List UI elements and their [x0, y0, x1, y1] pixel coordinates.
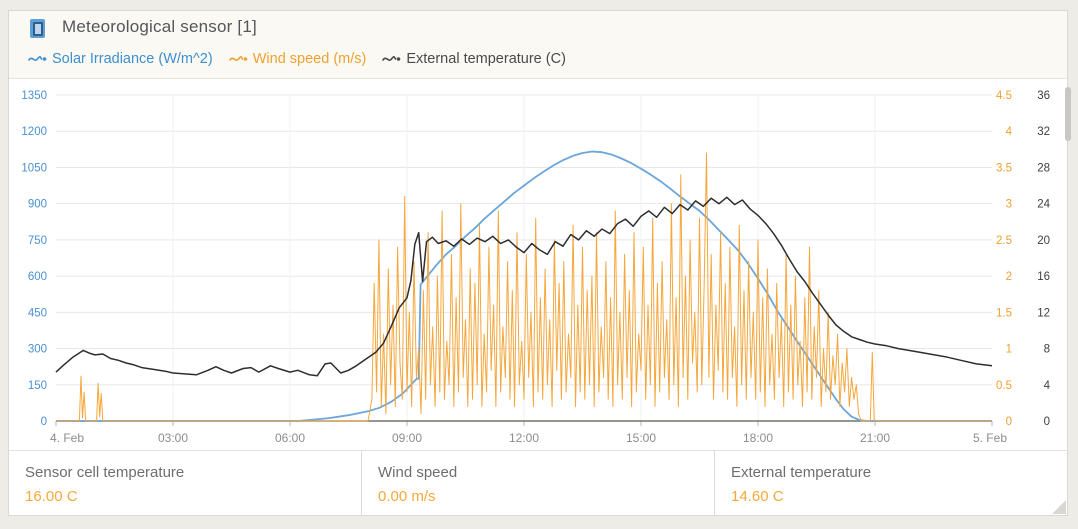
- widget-title: Meteorological sensor [1]: [62, 17, 257, 36]
- temperature-axis-label: 4: [1044, 380, 1051, 392]
- meteorological-sensor-icon: [30, 19, 45, 38]
- irradiance-axis-label: 600: [28, 271, 47, 283]
- stat-sensor-cell-temperature: Sensor cell temperature 16.00 C: [9, 451, 361, 516]
- timeseries-chart: 0 150 300 450 600 750 900 1050 1200 1350 0 0.5 1 1.5 2…: [21, 90, 1051, 445]
- wind-axis-label: 0: [1006, 416, 1012, 428]
- legend-item-external-temperature[interactable]: External temperature (C): [382, 51, 566, 67]
- temperature-axis-label: 0: [1044, 416, 1050, 428]
- stat-label: Wind speed: [378, 464, 458, 481]
- x-axis-label: 12:00: [509, 431, 539, 445]
- sensor-widget-card: Meteorological sensor [1] Solar Irradian…: [8, 10, 1068, 516]
- temperature-axis-label: 28: [1037, 162, 1050, 174]
- irradiance-axis-label: 0: [41, 416, 47, 428]
- wind-axis-label: 4.5: [996, 90, 1012, 102]
- x-axis-label: 15:00: [626, 431, 656, 445]
- wind-axis-label: 1: [1006, 344, 1012, 356]
- wind-speed-m-s--line: [56, 152, 992, 422]
- x-axis-label: 21:00: [860, 431, 890, 445]
- sparkline-icon: [28, 56, 47, 61]
- stat-label: External temperature: [731, 464, 872, 481]
- stat-value: 14.60 C: [731, 488, 784, 505]
- temperature-axis-label: 8: [1044, 344, 1050, 356]
- irradiance-axis-label: 1050: [21, 162, 47, 174]
- wind-axis-label: 3.5: [996, 162, 1012, 174]
- external-temperature-c--line: [55, 196, 993, 377]
- temperature-axis-label: 32: [1037, 126, 1050, 138]
- chart-area[interactable]: 0 150 300 450 600 750 900 1050 1200 1350 0 0.5 1 1.5 2…: [9, 80, 1067, 450]
- temperature-axis-label: 20: [1037, 235, 1050, 247]
- stat-value: 16.00 C: [25, 488, 78, 505]
- irradiance-axis-label: 900: [28, 199, 47, 211]
- temperature-axis-label: 36: [1037, 90, 1050, 102]
- chart-legend: Solar Irradiance (W/m^2) Wind speed (m/s…: [28, 51, 566, 67]
- stats-row: Sensor cell temperature 16.00 C Wind spe…: [9, 450, 1067, 516]
- irradiance-axis-label: 1350: [21, 90, 47, 102]
- wind-axis-label: 2: [1006, 271, 1012, 283]
- wind-axis-label: 0.5: [996, 380, 1012, 392]
- x-axis-label: 18:00: [743, 431, 773, 445]
- irradiance-axis-label: 150: [28, 380, 47, 392]
- wind-axis-label: 2.5: [996, 235, 1012, 247]
- wind-axis-label: 1.5: [996, 307, 1012, 319]
- legend-label: Solar Irradiance (W/m^2): [52, 51, 213, 67]
- wind-axis-label: 3: [1006, 199, 1012, 211]
- wind-axis-label: 4: [1006, 126, 1013, 138]
- x-axis-label: 09:00: [392, 431, 422, 445]
- temperature-axis-label: 12: [1037, 307, 1050, 319]
- sparkline-icon: [228, 56, 248, 61]
- irradiance-axis-label: 450: [28, 307, 47, 319]
- temperature-axis-label: 16: [1037, 271, 1050, 283]
- legend-item-wind-speed[interactable]: Wind speed (m/s): [228, 51, 367, 67]
- widget-header: Meteorological sensor [1] Solar Irradian…: [9, 11, 1067, 79]
- x-axis-label: 5. Feb: [973, 431, 1007, 445]
- resize-handle[interactable]: [1052, 500, 1066, 514]
- legend-item-solar-irradiance[interactable]: Solar Irradiance (W/m^2): [28, 51, 213, 67]
- legend-label: External temperature (C): [406, 51, 566, 67]
- sensor-icon-glyph: [32, 21, 43, 36]
- stat-label: Sensor cell temperature: [25, 464, 185, 481]
- x-axis-label: 4. Feb: [50, 431, 84, 445]
- vertical-scrollbar[interactable]: [1065, 87, 1071, 141]
- stat-external-temperature: External temperature 14.60 C: [714, 451, 1067, 516]
- stat-value: 0.00 m/s: [378, 488, 436, 505]
- x-axis-label: 03:00: [158, 431, 188, 445]
- irradiance-axis-label: 1200: [21, 126, 47, 138]
- legend-label: Wind speed (m/s): [252, 51, 367, 67]
- irradiance-axis-label: 300: [28, 344, 47, 356]
- sparkline-icon: [382, 56, 401, 61]
- x-axis-label: 06:00: [275, 431, 305, 445]
- irradiance-axis-label: 750: [28, 235, 47, 247]
- stat-wind-speed: Wind speed 0.00 m/s: [361, 451, 714, 516]
- temperature-axis-label: 24: [1037, 199, 1050, 211]
